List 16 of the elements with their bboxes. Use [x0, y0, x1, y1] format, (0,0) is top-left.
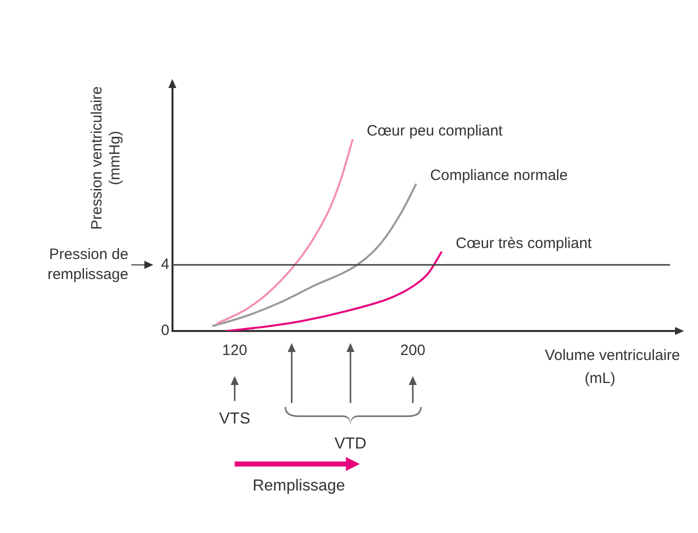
text: Remplissage [252, 477, 346, 494]
y-axis-title: Pression ventriculaire (mmHg) [88, 86, 124, 230]
text: VTD [334, 435, 366, 452]
ref-line-label: Pression de remplissage [47, 246, 128, 284]
series-label: Cœur très compliant [456, 234, 592, 252]
series-label: Cœur peu compliant [366, 122, 504, 140]
line-series [211, 182, 418, 328]
line-series [224, 250, 443, 331]
y-tick-label: 0 [161, 322, 170, 340]
series-label: Compliance normale [430, 166, 568, 184]
x-tick-label: 120 [222, 342, 248, 360]
line-series [216, 138, 354, 325]
x-tick-label: 200 [400, 342, 426, 360]
text: VTS [219, 410, 250, 428]
x-axis-title: Volume ventriculaire (mL) [544, 347, 680, 388]
y-tick-label: 4 [161, 256, 170, 274]
